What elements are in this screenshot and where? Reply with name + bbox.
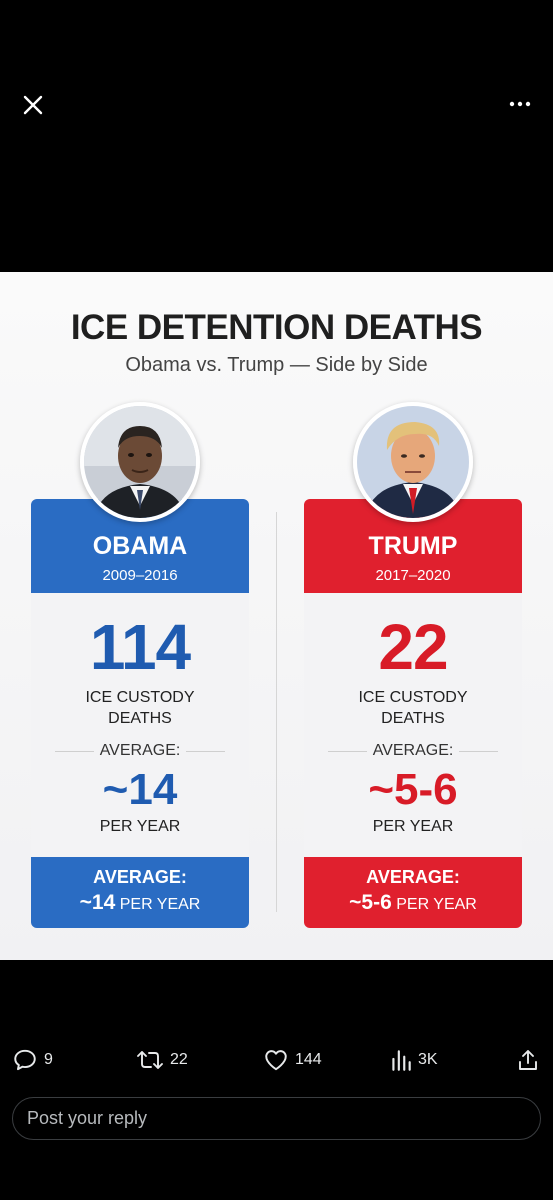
close-icon[interactable]: [20, 92, 46, 118]
obama-years: 2009–2016: [102, 567, 178, 584]
infographic-subtitle: Obama vs. Trump — Side by Side: [125, 354, 428, 376]
obama-per-year: PER YEAR: [99, 818, 181, 835]
share-icon: [519, 1050, 537, 1070]
trump-body-box: [304, 593, 522, 857]
obama-portrait: [80, 402, 200, 522]
reply-button[interactable]: 9: [12, 1042, 53, 1078]
trump-per-year: PER YEAR: [372, 818, 454, 835]
reply-icon: [14, 1049, 36, 1071]
reply-input[interactable]: [27, 1098, 527, 1139]
trump-average-value: ~5-6: [368, 765, 458, 814]
trump-deaths-label: ICE CUSTODY DEATHS: [304, 687, 522, 729]
obama-footer-label: AVERAGE:: [93, 867, 187, 887]
trump-deaths-total: 22: [378, 611, 448, 683]
obama-name: OBAMA: [92, 532, 188, 560]
trump-average-label-text: AVERAGE:: [366, 742, 460, 759]
trump-column: TRUMP 2017–2020 22 ICE CUSTODY DEATHS AV…: [304, 272, 522, 960]
trump-footer-value: ~5-6 PER YEAR: [304, 891, 522, 915]
views-button[interactable]: 3K: [390, 1042, 438, 1078]
like-button[interactable]: 144: [263, 1042, 322, 1078]
infographic-title: ICE DETENTION DEATHS: [70, 308, 483, 347]
reply-bar: [12, 1097, 541, 1140]
infographic-image: ICE DETENTION DEATHS Obama vs. Trump — S…: [0, 272, 553, 960]
post-action-bar: 9 22 144 3K: [0, 1042, 553, 1078]
obama-average-label: AVERAGE:: [31, 742, 249, 760]
obama-footer-unit: PER YEAR: [119, 896, 201, 913]
views-icon: [392, 1050, 411, 1071]
obama-footer-value: ~14 PER YEAR: [31, 891, 249, 915]
reply-count: 9: [44, 1051, 53, 1068]
trump-deaths-label-line1: ICE CUSTODY: [358, 689, 468, 706]
trump-footer-unit: PER YEAR: [396, 896, 477, 913]
obama-deaths-label: ICE CUSTODY DEATHS: [31, 687, 249, 729]
repost-button[interactable]: 22: [136, 1042, 188, 1078]
trump-name: TRUMP: [368, 532, 458, 560]
like-count: 144: [295, 1051, 322, 1068]
obama-column: OBAMA 2009–2016 114 ICE CUSTODY DEATHS A…: [31, 272, 249, 960]
obama-deaths-total: 114: [89, 611, 191, 683]
obama-deaths-label-line2: DEATHS: [108, 710, 172, 727]
repost-icon: [137, 1051, 163, 1069]
views-count: 3K: [418, 1051, 438, 1068]
like-icon: [265, 1050, 287, 1071]
share-button[interactable]: [516, 1042, 540, 1078]
trump-footer-number: ~5-6: [349, 891, 392, 914]
obama-body-box: [31, 593, 249, 857]
trump-years: 2017–2020: [375, 567, 451, 584]
media-viewer-header: [0, 0, 553, 272]
obama-footer-number: ~14: [79, 891, 116, 914]
repost-count: 22: [170, 1051, 188, 1068]
trump-portrait: [353, 402, 473, 522]
trump-footer-box: AVERAGE: ~5-6 PER YEAR: [304, 857, 522, 928]
column-divider: [276, 512, 277, 912]
more-icon[interactable]: [507, 94, 533, 114]
obama-average-label-text: AVERAGE:: [93, 742, 187, 759]
obama-average-value: ~14: [102, 765, 178, 814]
trump-average-label: AVERAGE:: [304, 742, 522, 760]
obama-deaths-label-line1: ICE CUSTODY: [85, 689, 195, 706]
trump-deaths-label-line2: DEATHS: [381, 710, 445, 727]
obama-footer-box: AVERAGE: ~14 PER YEAR: [31, 857, 249, 928]
trump-footer-label: AVERAGE:: [366, 867, 460, 887]
